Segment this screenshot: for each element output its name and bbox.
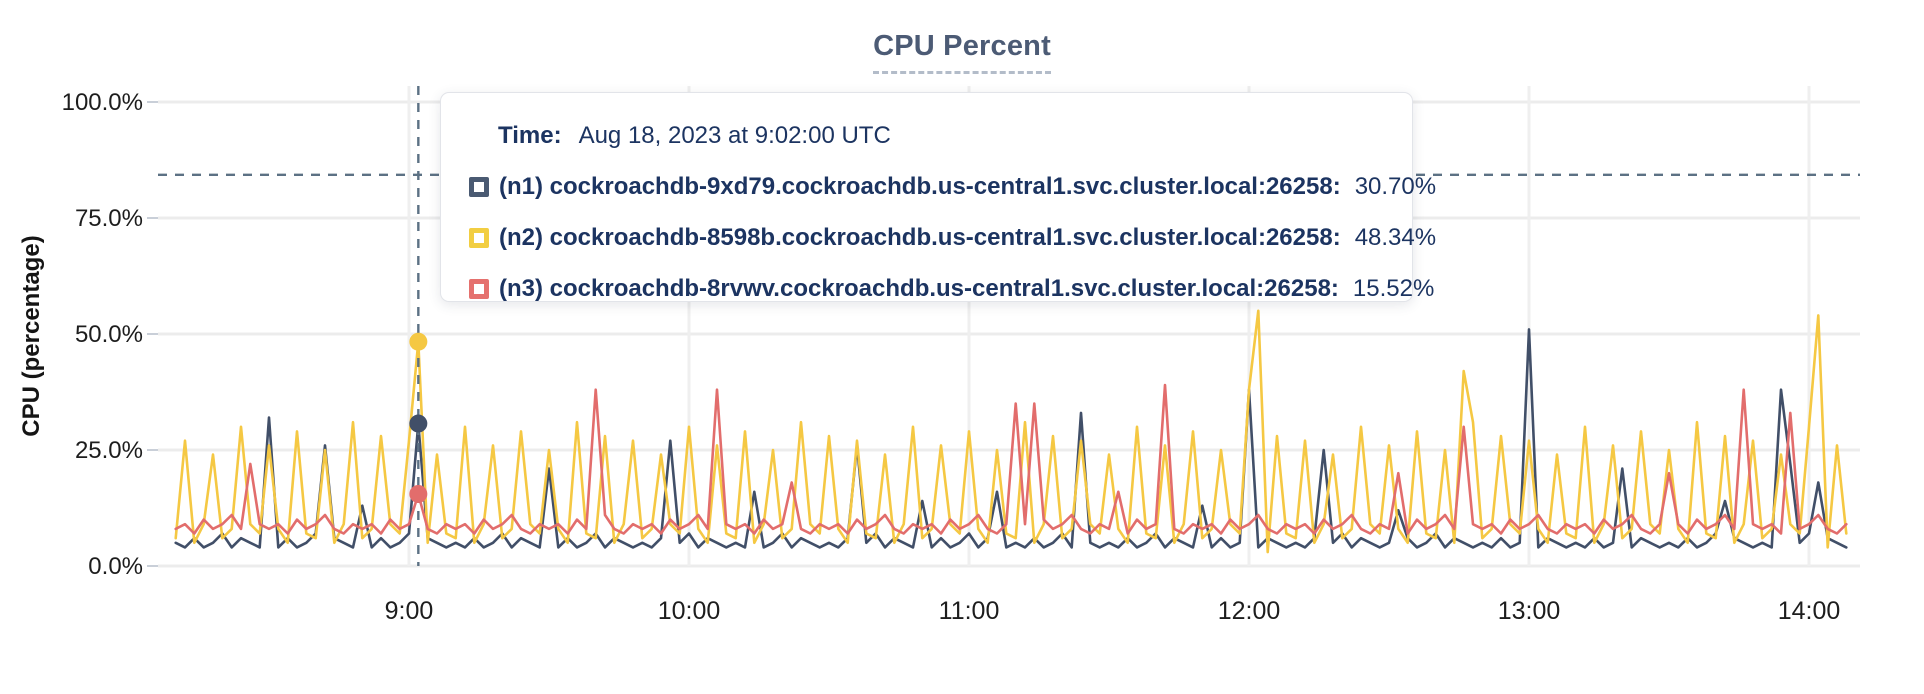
y-tick-label-0: 0.0% — [88, 553, 143, 580]
tooltip-series-value: 48.34% — [1354, 224, 1437, 251]
y-tick-label-25: 25.0% — [74, 437, 143, 464]
tooltip-series-name: (n3) cockroachdb-8rvwv.cockroachdb.us-ce… — [499, 275, 1339, 302]
tooltip-series-value: 30.70% — [1354, 173, 1437, 200]
x-tick-label-12: 12:00 — [1217, 597, 1281, 625]
series-n2-swatch-icon — [469, 228, 489, 248]
tooltip-series-name: (n2) cockroachdb-8598b.cockroachdb.us-ce… — [499, 224, 1341, 251]
series-line-n1 — [174, 328, 1848, 549]
hover-dot-n1 — [409, 414, 428, 433]
x-tick-label-11: 11:00 — [938, 597, 1000, 625]
series-line-n3 — [174, 383, 1848, 535]
series-n3-swatch-icon — [469, 279, 489, 299]
tooltip-time-row: Time: Aug 18, 2023 at 9:02:00 UTC — [498, 122, 1412, 150]
tooltip-series-row-n2: (n2) cockroachdb-8598b.cockroachdb.us-ce… — [469, 224, 1436, 252]
series-n1-swatch-icon — [469, 177, 489, 197]
x-tick-label-9: 9:00 — [384, 597, 434, 625]
tooltip-time-label: Time: — [498, 122, 562, 149]
x-tick-label-14: 14:00 — [1777, 597, 1841, 625]
series-line-n2 — [174, 309, 1848, 554]
hover-dot-n2 — [409, 332, 428, 351]
x-tick-label-10: 10:00 — [657, 597, 721, 625]
y-tick-label-75: 75.0% — [74, 205, 143, 232]
y-tick-label-50: 50.0% — [74, 321, 143, 348]
tooltip-series-row-n3: (n3) cockroachdb-8rvwv.cockroachdb.us-ce… — [469, 275, 1434, 303]
chart-title: CPU Percent — [0, 30, 1924, 74]
tooltip-series-name: (n1) cockroachdb-9xd79.cockroachdb.us-ce… — [499, 173, 1341, 200]
x-tick-label-13: 13:00 — [1497, 597, 1561, 625]
hover-dot-n3 — [409, 484, 428, 503]
chart-title-text: CPU Percent — [873, 30, 1051, 74]
y-tick-label-100: 100.0% — [61, 89, 143, 116]
tooltip-time-value: Aug 18, 2023 at 9:02:00 UTC — [578, 122, 891, 149]
hover-tooltip: Time: Aug 18, 2023 at 9:02:00 UTC (n1) co… — [440, 92, 1436, 303]
tooltip-series-row-n1: (n1) cockroachdb-9xd79.cockroachdb.us-ce… — [469, 173, 1436, 201]
tooltip-series-value: 15.52% — [1352, 275, 1435, 302]
